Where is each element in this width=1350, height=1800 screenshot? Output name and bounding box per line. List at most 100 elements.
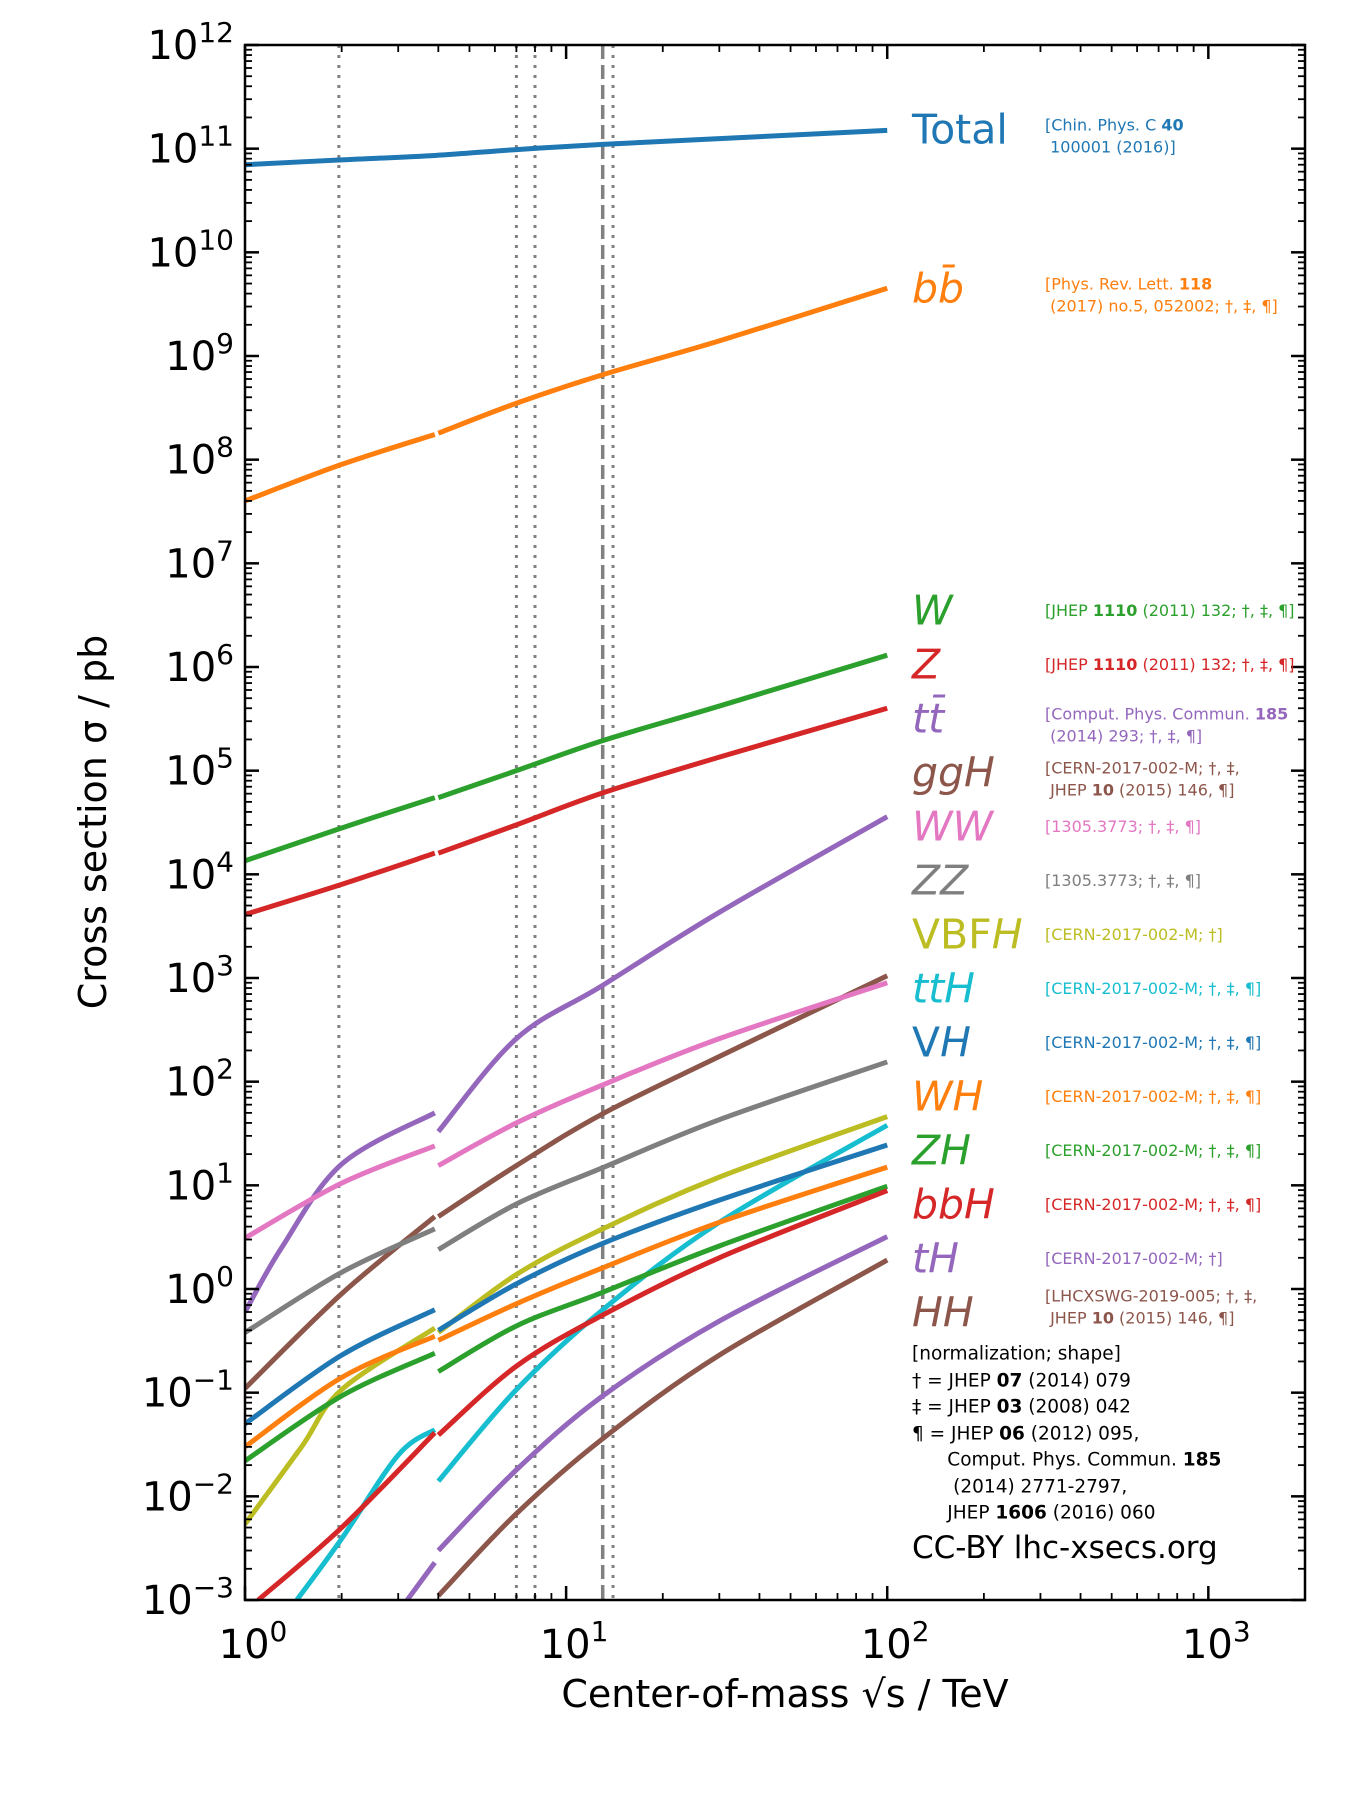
y-tick-label-exponent: 0 [216, 1260, 234, 1293]
series-reference: [Chin. Phys. C 40 100001 (2016)] [1045, 114, 1184, 157]
series-label: Z [912, 644, 940, 686]
reference-text: [CERN-2017-002-M; †, ‡, ¶] [1045, 1087, 1262, 1107]
reference-text: 40 [1161, 115, 1184, 135]
tick-labels: 10−310−210−11001011021031041051061071081… [142, 16, 1251, 1668]
y-tick-label-base: 10 [147, 230, 198, 276]
x-tick-label: 101 [540, 1615, 609, 1668]
y-tick-label-base: 10 [165, 956, 216, 1002]
reference-line: [CERN-2017-002-M; †, ‡, [1045, 757, 1240, 779]
reference-text: (2017) no.5, 052002; †, ‡, ¶] [1045, 296, 1278, 315]
footnote-text: JHEP [912, 1502, 996, 1524]
reference-text: 10 [1091, 780, 1114, 799]
series-reference: [CERN-2017-002-M; †, ‡, JHEP 10 (2015) 1… [1045, 757, 1240, 800]
footnote-text: [normalization; shape] [912, 1343, 1121, 1365]
series-reference: [Phys. Rev. Lett. 118 (2017) no.5, 05200… [1045, 273, 1278, 316]
y-tick-label: 106 [165, 638, 234, 691]
y-tick-label-exponent: 12 [198, 16, 234, 49]
reference-line: JHEP 10 (2015) 146, ¶] [1045, 1307, 1257, 1329]
series-label-text: WW [912, 802, 994, 851]
x-tick-label-base: 10 [540, 1622, 591, 1668]
series-label-text: bb̄ [912, 264, 965, 313]
series-label-text: HH [912, 1288, 974, 1337]
series-label-text: Total [912, 105, 1008, 154]
series-label: W [912, 590, 953, 632]
reference-text: [CERN-2017-002-M; †, ‡, ¶] [1045, 1195, 1262, 1215]
series-reference: [1305.3773; †, ‡, ¶] [1045, 870, 1201, 892]
reference-text: [JHEP [1045, 655, 1093, 675]
footnote-text: (2008) 042 [1022, 1396, 1131, 1418]
y-tick-label-base: 10 [165, 1060, 216, 1106]
series-line-ww-6 [437, 980, 889, 1168]
x-tick-label-exponent: 3 [1233, 1615, 1251, 1648]
series-reference: [JHEP 1110 (2011) 132; †, ‡, ¶] [1045, 600, 1295, 622]
y-tick-label: 1012 [147, 16, 234, 69]
x-tick-label: 103 [1182, 1615, 1251, 1668]
series-label-text: ggH [912, 748, 995, 797]
reference-line: 100001 (2016)] [1045, 136, 1184, 158]
footnote-line: JHEP 1606 (2016) 060 [912, 1503, 1155, 1524]
reference-text: [LHCXSWG-2019-005; †, ‡, [1045, 1286, 1258, 1306]
footnote-line: ¶ = JHEP 06 (2012) 095, [912, 1423, 1139, 1444]
footnote-line: † = JHEP 07 (2014) 079 [912, 1370, 1131, 1391]
reference-lines [337, 45, 615, 1600]
footnote-line: (2014) 2771-2797, [912, 1476, 1127, 1497]
y-tick-label-base: 10 [142, 1578, 193, 1624]
reference-line: [1305.3773; †, ‡, ¶] [1045, 870, 1201, 892]
series-label-text: W [912, 586, 953, 635]
reference-line: [CERN-2017-002-M; †, ‡, ¶] [1045, 978, 1261, 1000]
credit-text: CC-BY lhc-xsecs.org [912, 1530, 1218, 1566]
series-line-bb-1 [437, 285, 888, 436]
series-line-z-3 [437, 705, 888, 856]
reference-text: [1305.3773; †, ‡, ¶] [1045, 871, 1202, 891]
series-line-zz-7 [437, 1059, 889, 1252]
series-reference: [CERN-2017-002-M; †, ‡, ¶] [1045, 1086, 1261, 1108]
y-tick-label: 100 [165, 1260, 234, 1313]
y-tick-label: 1010 [147, 223, 234, 276]
y-tick-label-exponent: 2 [216, 1053, 234, 1086]
footnote-text: (2014) 079 [1022, 1370, 1131, 1391]
series-label-text: H [940, 1018, 971, 1067]
reference-line: [1305.3773; †, ‡, ¶] [1045, 816, 1201, 838]
reference-line: (2014) 293; †, ‡, ¶] [1045, 725, 1288, 747]
y-tick-label-base: 10 [147, 23, 198, 69]
y-tick-label-base: 10 [165, 541, 216, 587]
y-tick-label: 10−3 [142, 1571, 234, 1624]
footnote-text: (2012) 095, [1024, 1423, 1140, 1444]
footnote-text: 03 [996, 1396, 1023, 1418]
series-line-wh-11 [437, 1164, 889, 1343]
series-line-vbfh-8 [436, 1114, 889, 1335]
footnote-text: † = JHEP [912, 1370, 997, 1391]
y-tick-label-base: 10 [165, 1163, 216, 1209]
series-reference: [CERN-2017-002-M; †, ‡, ¶] [1045, 1194, 1261, 1216]
reference-text: JHEP [1045, 1308, 1092, 1327]
y-tick-label-exponent: 4 [216, 845, 234, 878]
series-label-text: V [912, 1018, 941, 1067]
series-label-text: tt̄ [912, 694, 945, 743]
x-tick-label-base: 10 [861, 1622, 912, 1668]
series-line-zh-12 [437, 1183, 889, 1374]
y-tick-label: 102 [165, 1053, 234, 1106]
series-label: tt̄ [912, 698, 944, 740]
series-line-w-2 [245, 795, 436, 864]
series-label: bbH [912, 1184, 995, 1226]
reference-text: (2011) 132; †, ‡, ¶] [1137, 601, 1295, 621]
reference-text: [CERN-2017-002-M; †, ‡, ¶] [1045, 979, 1262, 999]
reference-line: [CERN-2017-002-M; †, ‡, ¶] [1045, 1140, 1261, 1162]
series-line-th-14 [405, 1561, 437, 1600]
series-label: ZH [912, 1130, 971, 1172]
y-tick-label: 103 [165, 949, 234, 1002]
reference-text: [CERN-2017-002-M; †, ‡, ¶] [1045, 1141, 1262, 1161]
reference-text: [CERN-2017-002-M; †] [1045, 925, 1223, 945]
series-line-hh-15 [436, 1257, 889, 1598]
series-reference: [CERN-2017-002-M; †] [1045, 924, 1223, 946]
series-reference: [CERN-2017-002-M; †, ‡, ¶] [1045, 1140, 1261, 1162]
y-tick-label-base: 10 [142, 1474, 193, 1520]
reference-text: 185 [1254, 704, 1289, 724]
series-label: tH [912, 1238, 959, 1280]
series-label: VH [912, 1022, 971, 1064]
reference-text: [Comput. Phys. Commun. [1045, 704, 1255, 724]
series-label-text: tH [912, 1234, 959, 1283]
reference-text: JHEP [1045, 780, 1092, 799]
series-reference: [CERN-2017-002-M; †, ‡, ¶] [1045, 1032, 1261, 1054]
series-lines [245, 127, 889, 1600]
